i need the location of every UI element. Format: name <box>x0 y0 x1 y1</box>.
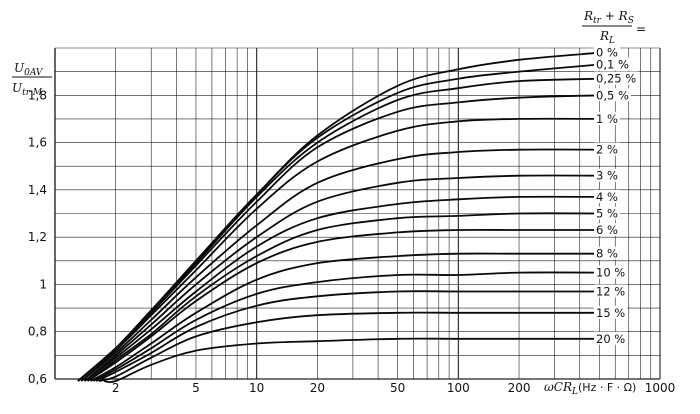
x-tick-label: 1000 <box>645 381 676 395</box>
curve-14 <box>103 337 600 384</box>
curve-11 <box>92 271 600 382</box>
legend-title: Rtr + RS RL = <box>582 9 646 46</box>
curve-label-bg <box>594 284 628 298</box>
curve-label: 0,1 % <box>596 58 629 72</box>
curve-5 <box>80 148 600 382</box>
svg-text:ωCRL(Hz · F · Ω): ωCRL(Hz · F · Ω) <box>544 380 636 397</box>
curve-13 <box>98 311 600 382</box>
curve-3 <box>77 94 600 382</box>
svg-text:Rtr + RS: Rtr + RS <box>583 9 634 26</box>
curve-label-bg <box>594 189 620 203</box>
curve-label-bg <box>594 168 620 182</box>
curve-label: 5 % <box>596 207 618 221</box>
y-tick-label: 1 <box>39 277 47 291</box>
x-tick-label: 100 <box>447 381 470 395</box>
tick-labels: 2 5 10 20 50 100 200 1000 0,6 0,8 1 1,2 1,4 1,6 1,8 <box>28 88 675 395</box>
x-tick-label: 200 <box>508 381 531 395</box>
svg-text:U0AV: U0AV <box>14 61 44 78</box>
x-tick-label: 5 <box>192 381 200 395</box>
x-axis-label: ωCRL(Hz · F · Ω) <box>544 380 636 397</box>
curve-label: 12 % <box>596 285 625 299</box>
curve-label: 15 % <box>596 306 625 320</box>
curve-2 <box>77 77 600 382</box>
curve-label-bg <box>594 111 620 125</box>
curve-labels: 0 %0,1 %0,25 % 0,5 % 1 % 2 % 3 % 4 % 5 % 6 % 8 %… <box>594 45 639 346</box>
curve-label: 8 % <box>596 247 618 261</box>
curve-label-bg <box>594 265 628 279</box>
y-tick-label: 1,8 <box>28 88 47 102</box>
curve-9 <box>87 228 600 382</box>
curve-6 <box>83 174 600 382</box>
curve-label: 1 % <box>596 112 618 126</box>
curve-label-bg <box>594 305 628 319</box>
curve-label: 20 % <box>596 332 625 346</box>
curve-8 <box>86 212 600 382</box>
curve-10 <box>90 252 600 382</box>
curve-4 <box>80 117 600 382</box>
y-tick-label: 1,2 <box>28 230 47 244</box>
curve-label-bg <box>594 57 631 71</box>
curve-label-bg <box>594 246 620 260</box>
y-tick-label: 1,6 <box>28 136 47 150</box>
curve-label: 0,25 % <box>596 72 636 86</box>
curve-label-bg <box>594 45 620 59</box>
curve-label-bg <box>594 223 620 237</box>
curve-label: 4 % <box>596 190 618 204</box>
curve-label: 10 % <box>596 266 625 280</box>
curve-label-bg <box>594 142 620 156</box>
curve-7 <box>83 195 600 382</box>
curve-label: 2 % <box>596 143 618 157</box>
svg-text:=: = <box>636 22 646 36</box>
x-tick-label: 50 <box>390 381 405 395</box>
curve-label: 0 % <box>596 46 618 60</box>
curve-label-bg <box>594 71 639 85</box>
grid <box>54 47 661 380</box>
y-tick-label: 1,4 <box>28 183 47 197</box>
x-tick-label: 20 <box>310 381 325 395</box>
x-tick-label: 10 <box>249 381 264 395</box>
curve-label: 3 % <box>596 169 618 183</box>
curves <box>77 51 600 384</box>
curve-12 <box>95 290 600 382</box>
y-axis-label: U0AV Utr M <box>12 61 52 98</box>
y-tick-label: 0,6 <box>28 372 47 386</box>
curve-label: 0,5 % <box>596 88 629 102</box>
y-tick-label: 0,8 <box>28 325 47 339</box>
curve-label-bg <box>594 206 620 220</box>
curve-label-bg <box>594 331 628 345</box>
svg-text:RL: RL <box>599 29 615 46</box>
x-tick-label: 2 <box>112 381 120 395</box>
curve-label: 6 % <box>596 223 618 237</box>
curve-label-bg <box>594 88 631 102</box>
svg-text:Utr M: Utr M <box>12 81 43 98</box>
